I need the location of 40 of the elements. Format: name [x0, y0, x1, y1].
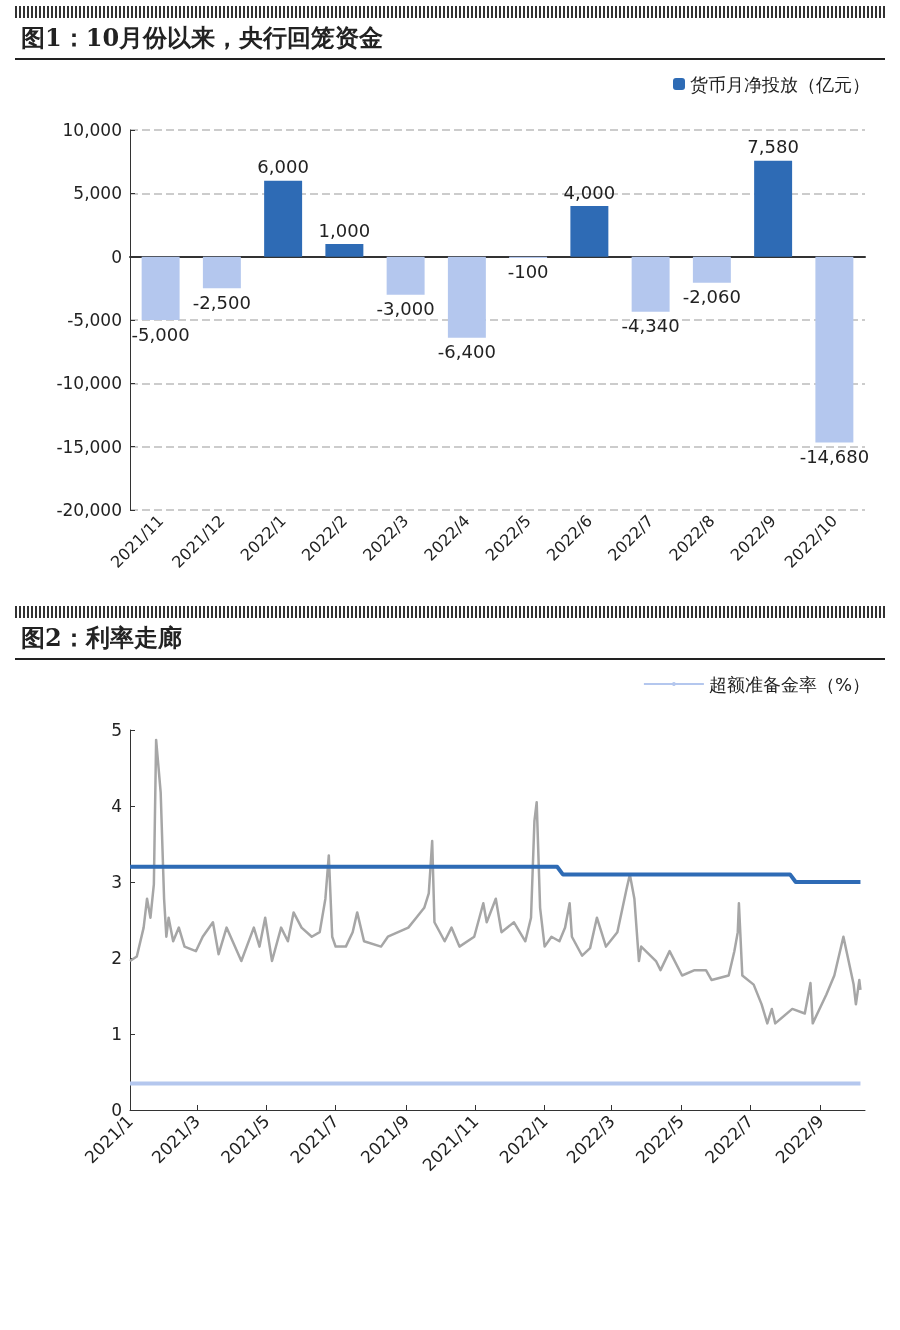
y-tick-label: -20,000 — [56, 500, 122, 520]
y-tick-label: 1 — [111, 1024, 122, 1044]
bar — [692, 256, 731, 283]
bar — [754, 160, 793, 257]
data-label: -2,060 — [682, 286, 741, 308]
data-label: -3,000 — [376, 298, 435, 320]
data-label: -6,400 — [437, 341, 496, 363]
bar — [447, 256, 486, 338]
data-label: -4,340 — [621, 315, 680, 337]
bar — [386, 256, 425, 295]
bar — [141, 256, 180, 320]
data-label: 1,000 — [318, 219, 371, 241]
y-tick-label: 5 — [111, 720, 122, 740]
y-tick-label: 5,000 — [73, 183, 122, 204]
data-label: -2,500 — [192, 291, 251, 313]
y-tick-label: -10,000 — [56, 373, 122, 394]
data-label: -100 — [507, 261, 549, 283]
y-tick-label: 10,000 — [62, 120, 122, 140]
legend-label: 货币月净投放（亿元） — [690, 73, 870, 95]
y-tick-label: -5,000 — [67, 310, 122, 330]
legend-label: 超额准备金率（%） — [708, 673, 871, 695]
data-label: -14,680 — [799, 446, 870, 468]
y-tick-label: 3 — [111, 872, 122, 892]
y-tick-label: -15,000 — [56, 436, 122, 457]
bar — [264, 180, 303, 257]
data-label: 6,000 — [257, 156, 309, 178]
chart-title: 图1：10月份以来，央行回笼资金 — [15, 18, 885, 60]
line-series — [128, 738, 862, 1025]
chart-title: 图2：利率走廊 — [15, 618, 885, 660]
bar — [570, 206, 609, 257]
bar — [815, 256, 854, 443]
data-label: -5,000 — [131, 323, 190, 345]
y-tick-label: 4 — [111, 796, 122, 816]
y-tick-label: 2 — [111, 948, 122, 968]
data-label: 7,580 — [747, 136, 799, 158]
bar — [325, 244, 364, 257]
data-label: 4,000 — [563, 181, 616, 203]
y-tick-label: 0 — [111, 246, 122, 267]
bar — [631, 256, 670, 312]
bar — [202, 256, 241, 289]
